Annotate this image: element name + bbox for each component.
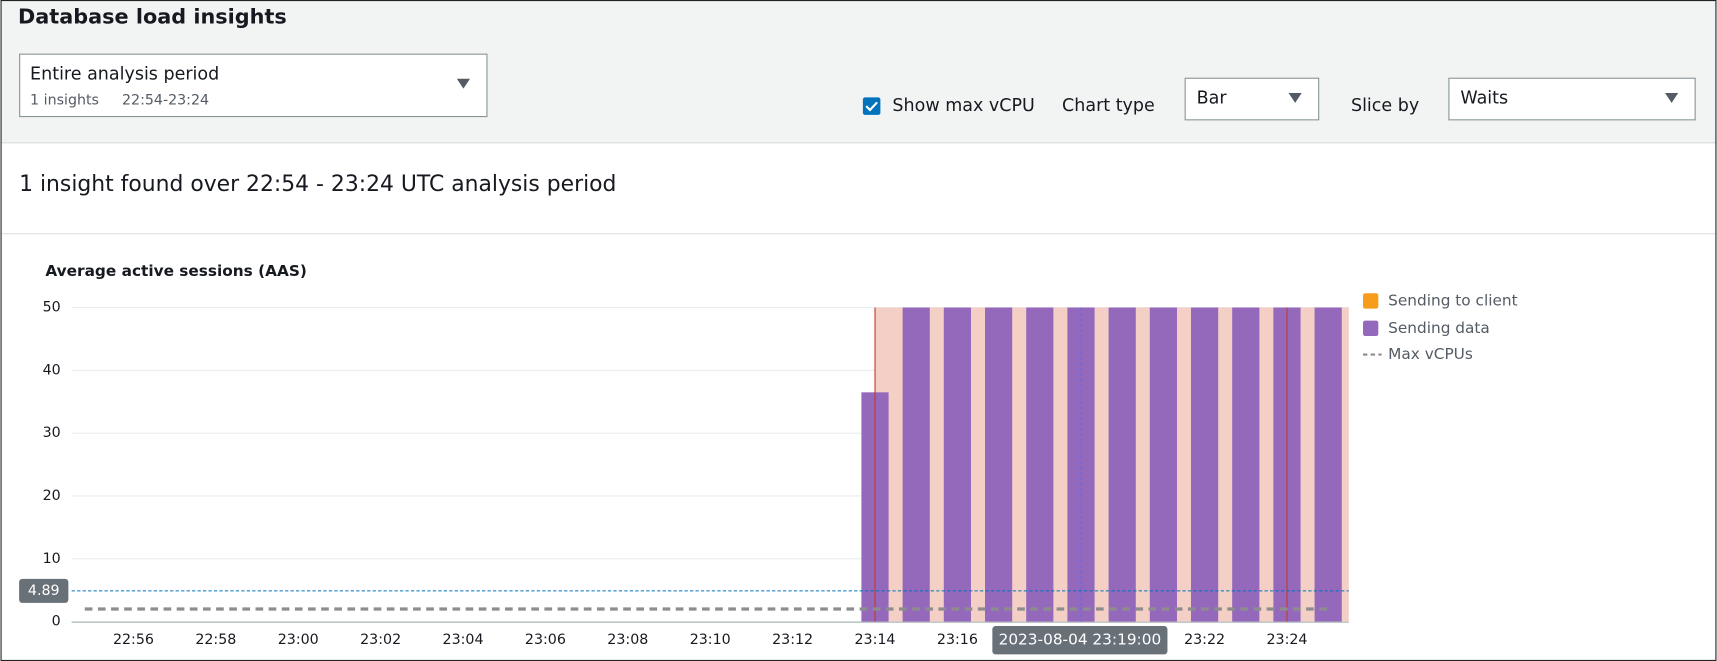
x-tick-label: 23:06 — [525, 632, 566, 648]
bar — [1190, 307, 1219, 622]
cursor-x-badge — [992, 625, 1168, 655]
y-tick-label: 20 — [43, 488, 61, 504]
y-tick-label: 0 — [52, 614, 61, 630]
y-tick-label: 30 — [43, 425, 61, 441]
checkbox-label: Show max vCPU — [892, 96, 1034, 116]
legend-swatch — [1363, 293, 1379, 309]
checkbox[interactable] — [862, 97, 881, 115]
x-tick-label: 23:24 — [1266, 632, 1307, 648]
bar — [902, 307, 930, 622]
max-vcpu-toggle[interactable]: Show max vCPU — [862, 96, 1035, 116]
legend-swatch — [1363, 320, 1379, 336]
legend-label: Max vCPUs — [1388, 345, 1473, 363]
select-range: 22:54-23:24 — [122, 93, 209, 109]
bar — [985, 307, 1013, 622]
x-tick-label: 23:08 — [607, 632, 648, 648]
select-box[interactable] — [19, 53, 488, 118]
x-tick-label: 22:56 — [113, 632, 154, 648]
page-title: Database load insights — [18, 5, 287, 29]
y-tick-label: 10 — [43, 551, 61, 567]
x-tick-label: 22:58 — [195, 632, 236, 648]
select-value: Waits — [1460, 88, 1508, 108]
dropdown-arrow — [456, 78, 470, 89]
y-tick-label: 50 — [43, 300, 61, 316]
bar — [1232, 307, 1260, 622]
x-tick-label: 23:16 — [937, 632, 978, 648]
x-tick-label: 23:10 — [690, 632, 731, 648]
bar — [1314, 307, 1342, 622]
x-tick-label: 23:04 — [443, 632, 484, 648]
y-axis-title: Average active sessions (AAS) — [45, 262, 306, 280]
bar — [1149, 307, 1177, 622]
dropdown-arrow — [1665, 93, 1679, 103]
x-tick-label: 23:02 — [360, 632, 401, 648]
summary: 1 insight found over 22:54 - 23:24 UTC a… — [19, 172, 616, 197]
slice-by-label: Slice by — [1351, 96, 1419, 116]
x-tick-label: 23:22 — [1184, 632, 1225, 648]
bar — [1108, 307, 1136, 622]
select-value: Bar — [1197, 88, 1228, 108]
chart-type-label: Chart type — [1062, 96, 1155, 116]
x-tick-label: 23:00 — [278, 632, 319, 648]
legend-label: Sending data — [1388, 319, 1490, 337]
cursor-x-label: 2023-08-04 23:19:00 — [999, 631, 1162, 649]
y-tick-label: 40 — [43, 362, 61, 378]
check-icon — [865, 101, 878, 112]
bar — [1067, 307, 1095, 622]
select-insights: 1 insights — [30, 93, 99, 109]
bar — [943, 307, 971, 622]
chart-type-select[interactable]: Bar — [1184, 77, 1320, 121]
x-tick-label: 23:12 — [772, 632, 813, 648]
cursor-y-label: 4.89 — [28, 583, 60, 599]
x-tick-label: 23:14 — [855, 632, 896, 648]
cursor-y-badge — [19, 578, 69, 603]
legend-label: Sending to client — [1388, 291, 1517, 309]
bar — [1026, 307, 1054, 622]
dropdown-arrow — [1288, 93, 1302, 103]
select-label: Entire analysis period — [30, 64, 219, 84]
select-box[interactable] — [1448, 77, 1696, 121]
period-select[interactable]: Entire analysis period 1 insights 22:54-… — [19, 53, 488, 118]
slice-by-select[interactable]: Waits — [1448, 77, 1696, 121]
chart: 0 10 20 30 40 50 22:56 22:58 23:00 23:02 23:04 23:0… — [19, 291, 1518, 655]
